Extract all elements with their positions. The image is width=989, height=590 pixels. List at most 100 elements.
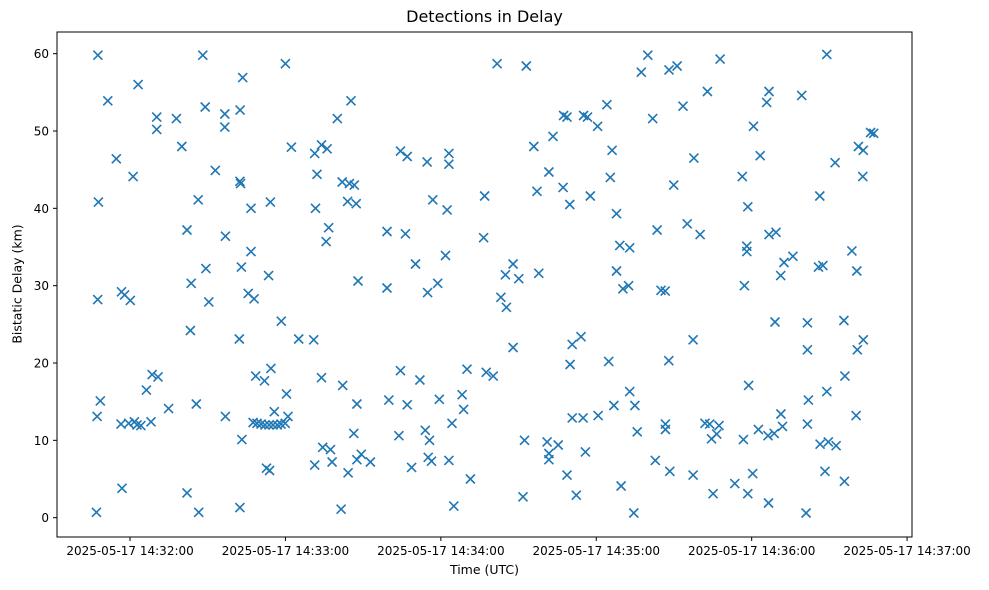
data-point-marker [533, 268, 544, 279]
data-point-marker [147, 369, 158, 380]
data-point-marker [264, 465, 275, 476]
data-point-marker [763, 497, 774, 509]
data-point-marker [185, 325, 196, 336]
data-point-marker [327, 456, 338, 468]
data-point-marker [282, 411, 294, 422]
data-point-marker [219, 122, 230, 133]
data-point-marker [802, 317, 813, 328]
data-point-marker [708, 488, 719, 499]
data-point-marker [176, 141, 187, 152]
data-point-marker [567, 412, 578, 423]
data-point-marker [865, 127, 876, 138]
data-point-marker [281, 388, 292, 399]
data-point-marker [249, 293, 260, 304]
data-point-marker [280, 418, 291, 429]
data-point-marker [608, 400, 619, 411]
data-point-marker [652, 224, 663, 236]
data-point-marker [420, 425, 431, 436]
data-point-marker [443, 455, 454, 466]
data-point-marker [235, 178, 246, 189]
data-point-marker [647, 113, 658, 124]
data-point-marker [245, 203, 257, 214]
data-point-marker [558, 110, 569, 121]
y-axis-label: Bistatic Delay (km) [9, 224, 25, 344]
x-axis-label: Time (UTC) [449, 562, 520, 577]
data-point-marker [706, 433, 717, 444]
data-point-marker [481, 367, 492, 378]
data-point-marker [688, 470, 699, 481]
data-point-marker [351, 198, 362, 209]
y-tick-label: 50 [34, 124, 49, 138]
data-point-marker [236, 262, 247, 273]
x-tick-label: 2025-05-17 14:36:00 [688, 544, 815, 558]
data-point-marker [95, 395, 106, 406]
data-point-marker [458, 404, 469, 415]
data-point-marker [448, 501, 459, 512]
data-point-marker [558, 182, 569, 193]
data-point-marker [220, 411, 231, 422]
data-point-marker [542, 436, 553, 447]
data-point-marker [93, 197, 104, 208]
data-point-marker [846, 245, 857, 256]
data-point-marker [770, 227, 782, 238]
data-point-marker [234, 333, 245, 345]
data-point-marker [739, 280, 750, 291]
data-point-marker [821, 386, 832, 397]
data-point-marker [501, 302, 512, 313]
data-point-marker [614, 240, 625, 251]
data-point-marker [821, 49, 832, 60]
data-point-marker [234, 502, 245, 513]
data-point-marker [348, 428, 359, 439]
data-point-marker [500, 269, 511, 280]
data-point-marker [852, 344, 863, 355]
data-point-marker [623, 280, 634, 291]
data-point-marker [629, 400, 640, 411]
data-point-marker [235, 105, 246, 116]
x-tick-label: 2025-05-17 14:35:00 [533, 544, 660, 558]
data-point-marker [151, 124, 162, 135]
data-point-marker [365, 456, 376, 468]
data-point-marker [753, 424, 764, 435]
data-point-marker [316, 372, 327, 383]
data-point-marker [102, 95, 113, 106]
data-point-marker [561, 470, 573, 481]
data-point-marker [200, 101, 211, 113]
data-point-marker [672, 60, 683, 72]
data-point-marker [280, 58, 291, 69]
data-point-marker [632, 426, 643, 437]
data-point-marker [424, 435, 435, 446]
data-point-marker [839, 371, 850, 382]
data-point-marker [414, 374, 425, 386]
data-point-marker [547, 131, 559, 142]
data-point-marker [660, 424, 671, 435]
data-point-marker [578, 412, 589, 423]
data-point-marker [677, 101, 689, 112]
data-point-marker [561, 112, 573, 123]
data-point-marker [395, 365, 406, 376]
data-point-marker [432, 278, 443, 289]
data-point-marker [479, 190, 490, 202]
data-point-marker [272, 419, 283, 430]
data-point-marker [422, 287, 433, 298]
data-point-marker [815, 439, 826, 450]
data-point-marker [434, 394, 445, 405]
data-point-marker [393, 430, 404, 441]
y-tick-label: 20 [34, 356, 49, 370]
data-point-marker [777, 421, 788, 432]
data-point-marker [775, 408, 786, 420]
data-point-marker [203, 296, 214, 307]
data-point-marker [264, 419, 275, 430]
data-point-marker [668, 180, 679, 191]
data-point-marker [186, 278, 197, 289]
data-point-marker [400, 228, 411, 239]
data-point-marker [823, 436, 834, 447]
data-point-marker [741, 246, 752, 257]
data-point-marker [457, 389, 468, 400]
data-point-marker [133, 79, 144, 90]
chart-title: Detections in Delay [406, 7, 563, 26]
data-point-marker [492, 58, 503, 69]
data-point-marker [181, 487, 193, 498]
data-point-marker [308, 334, 319, 345]
data-point-marker [237, 72, 248, 83]
